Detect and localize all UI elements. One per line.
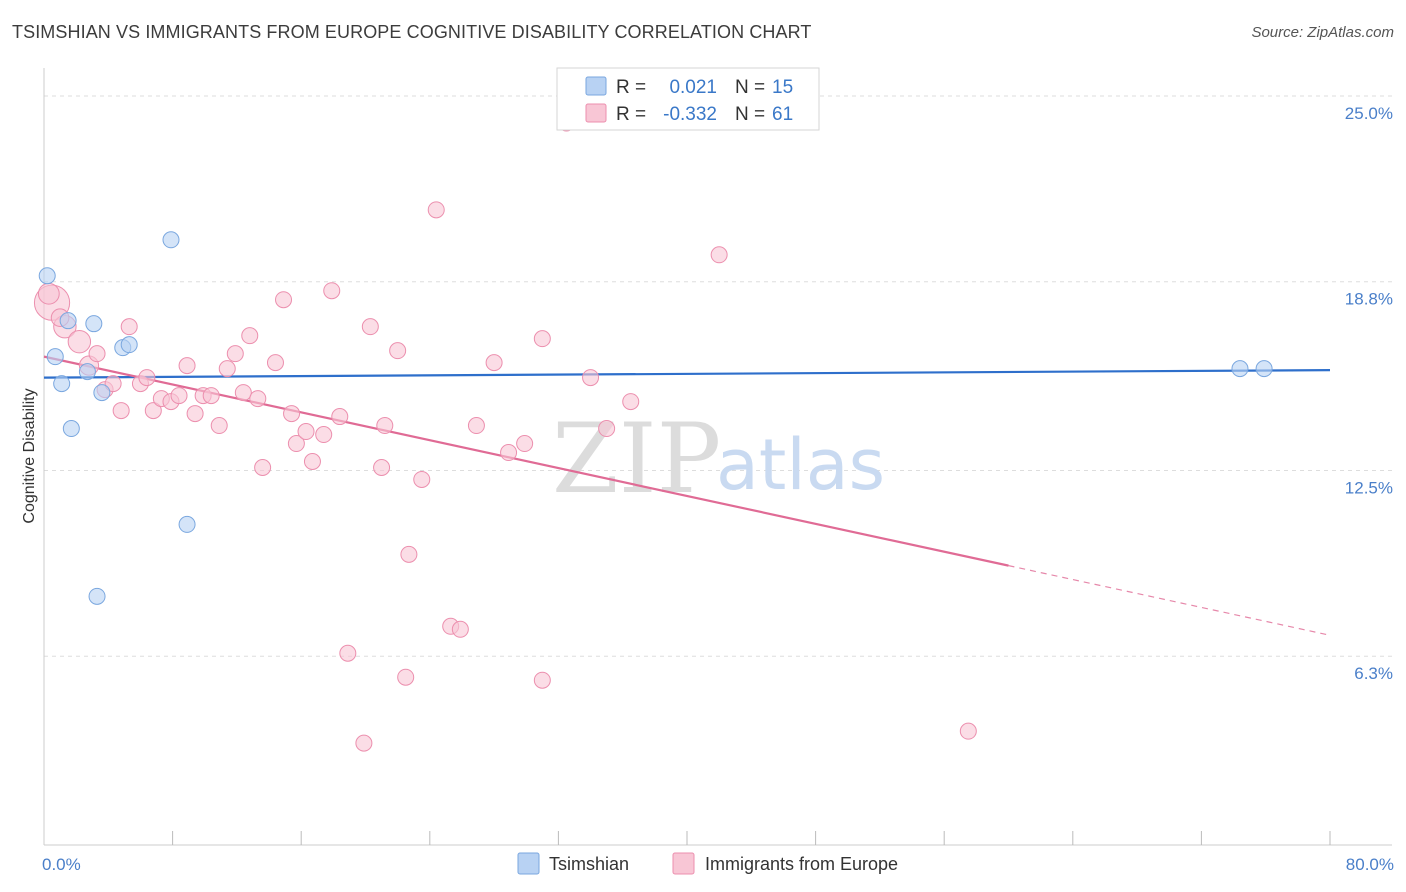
watermark: ZIP atlas (552, 403, 885, 515)
data-point-pink (516, 435, 534, 453)
data-point-pink (218, 360, 236, 378)
y-tick-label: 12.5% (1345, 478, 1393, 497)
data-point-blue (46, 348, 64, 366)
watermark-atlas: atlas (716, 424, 885, 506)
data-point-pink (210, 417, 228, 435)
data-points (33, 114, 1273, 752)
series-legend: Tsimshian Immigrants from Europe (517, 852, 898, 875)
data-point-blue (53, 375, 71, 393)
data-point-blue (38, 267, 56, 285)
data-point-blue (85, 315, 103, 333)
data-point-pink (427, 201, 445, 219)
data-point-pink (710, 246, 728, 264)
data-point-pink (178, 357, 196, 375)
correlation-legend: R = 0.021 N = 15 R = -0.332 N = 61 (556, 67, 820, 131)
data-point-pink (266, 354, 284, 372)
data-point-blue (93, 384, 111, 402)
data-point-pink (275, 291, 293, 309)
legend-r-label: R = (616, 104, 646, 125)
data-point-pink (582, 369, 600, 387)
data-point-pink (373, 458, 391, 476)
series-swatch-tsimshian (517, 852, 540, 875)
data-point-pink (361, 318, 379, 336)
data-point-pink (598, 420, 616, 438)
legend-n-label: N = (735, 77, 765, 98)
data-point-pink (331, 408, 349, 426)
series-label-tsimshian: Tsimshian (549, 854, 629, 874)
data-point-pink (389, 342, 407, 360)
y-axis-label: Cognitive Disability (21, 388, 38, 523)
data-point-pink (376, 417, 394, 435)
data-point-pink (138, 369, 156, 387)
legend-r-value-europe: -0.332 (663, 104, 717, 125)
y-tick-label: 18.8% (1345, 290, 1393, 309)
axes: 6.3% 12.5% 18.8% 25.0% 0.0% 80.0% (42, 68, 1394, 874)
data-point-blue (78, 363, 96, 381)
data-point-pink (170, 387, 188, 405)
data-point-pink (234, 384, 252, 402)
data-point-blue (1231, 360, 1249, 378)
data-point-blue (162, 231, 180, 249)
data-point-blue (62, 420, 80, 438)
data-point-pink (287, 435, 305, 453)
data-point-blue (120, 336, 138, 354)
data-point-pink (186, 405, 204, 423)
data-point-pink (959, 722, 977, 740)
x-tick-label: 0.0% (42, 855, 81, 874)
data-point-pink (339, 644, 357, 662)
legend-n-label: N = (735, 104, 765, 125)
legend-swatch-europe (585, 103, 607, 123)
data-point-pink (202, 387, 220, 405)
data-point-pink (241, 327, 259, 345)
data-point-pink (254, 458, 272, 476)
data-point-pink (400, 545, 418, 563)
data-point-pink (297, 423, 315, 441)
series-label-europe: Immigrants from Europe (705, 854, 898, 874)
data-point-pink (283, 405, 301, 423)
data-point-blue (88, 587, 106, 605)
legend-swatch-tsimshian (585, 76, 607, 96)
data-point-pink (413, 470, 431, 488)
data-point-pink (67, 329, 92, 354)
y-tick-label: 25.0% (1345, 104, 1393, 123)
data-point-pink (622, 393, 640, 411)
data-point-pink (500, 444, 518, 462)
data-point-pink (37, 282, 60, 305)
data-point-pink (226, 345, 244, 363)
source-label: Source: ZipAtlas.com (1251, 24, 1394, 41)
data-point-pink (104, 375, 122, 393)
legend-r-value-tsimshian: 0.021 (669, 77, 717, 98)
data-point-pink (467, 417, 485, 435)
legend-r-label: R = (616, 77, 646, 98)
chart-title: TSIMSHIAN VS IMMIGRANTS FROM EUROPE COGN… (12, 22, 812, 42)
data-point-pink (323, 282, 341, 300)
data-point-blue (178, 515, 196, 533)
data-point-pink (315, 426, 333, 444)
data-point-pink (451, 620, 469, 638)
data-point-pink (144, 402, 162, 420)
data-point-blue (59, 312, 77, 330)
data-point-pink (88, 345, 106, 363)
data-point-pink (120, 318, 138, 336)
data-point-pink (355, 734, 373, 752)
data-point-pink (485, 354, 503, 372)
x-tick-label: 80.0% (1346, 855, 1394, 874)
data-point-pink (533, 330, 551, 348)
series-swatch-europe (672, 852, 695, 875)
trend-lines (43, 355, 1331, 636)
data-point-pink (303, 453, 321, 470)
data-point-pink (397, 668, 415, 686)
data-point-blue (1255, 360, 1273, 378)
data-point-pink (249, 390, 267, 408)
legend-n-value-europe: 61 (772, 104, 793, 125)
trend-line-extension-pink (1008, 565, 1331, 636)
data-point-pink (533, 671, 551, 689)
y-tick-label: 6.3% (1354, 664, 1393, 683)
data-point-pink (112, 402, 130, 420)
legend-n-value-tsimshian: 15 (772, 77, 793, 98)
trend-line-blue (43, 369, 1331, 379)
